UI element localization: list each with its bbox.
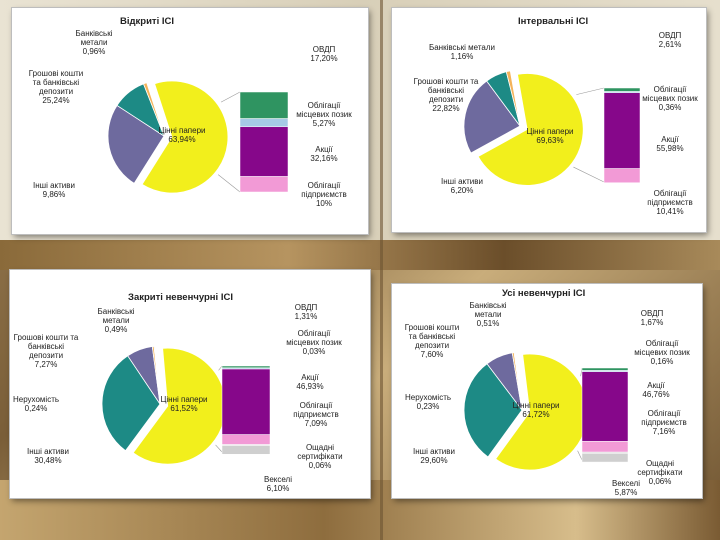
data-label-securities: Цінні папери 69,63% bbox=[526, 127, 573, 145]
connector-line bbox=[218, 365, 223, 371]
data-label-metals: Банківські метали 0,96% bbox=[76, 29, 113, 56]
pie-slice-cash_deposits bbox=[463, 80, 521, 154]
bar-segment-ovdp bbox=[603, 87, 641, 92]
data-label-cash_deposits: Грошові кошти та банківські депозити 7,27% bbox=[14, 333, 79, 369]
data-label-other: Інші активи 29,60% bbox=[413, 447, 455, 465]
data-label-other: Інші активи 30,48% bbox=[27, 447, 69, 465]
data-label-bills: Векселі 5,87% bbox=[612, 479, 640, 497]
data-label-metals: Банківські метали 0,49% bbox=[98, 307, 135, 334]
pie-of-bar-chart: Усі невенчурні ІСІ Цінні папери 61,72% Інші… bbox=[405, 288, 690, 497]
data-label-shares: Акції 55,98% bbox=[656, 135, 683, 153]
data-label-corporate: Облігації підприємств 7,09% bbox=[293, 401, 339, 428]
pie-of-bar-chart: Інтервальні ІСІ Цінні папери 69,63% Грошові… bbox=[414, 16, 699, 216]
data-label-other: Інші активи 9,86% bbox=[33, 181, 75, 199]
pie-slice-securities bbox=[477, 73, 584, 186]
data-label-metals: Банківські метали 1,16% bbox=[429, 43, 495, 61]
data-label-cash_deposits: Грошові кошти та банківські депозити 25,24% bbox=[29, 69, 84, 105]
pie-slice-cash_deposits bbox=[107, 104, 165, 184]
bar-segment-shares bbox=[221, 368, 271, 435]
data-label-cash_deposits: Грошові кошти та банківські депозити 7,60% bbox=[405, 323, 460, 359]
data-label-cash_deposits: Грошові кошти та банківські депозити 22,82% bbox=[414, 77, 479, 113]
bar-segment-corporate bbox=[221, 434, 271, 445]
pie-of-bar-chart: Відкриті ІСІ Цінні папери 63,94% Грошові ко… bbox=[29, 16, 352, 208]
connector-line bbox=[577, 450, 583, 461]
pie-slice-metals bbox=[142, 82, 165, 137]
chart-title: Закриті невенчурні ІСІ bbox=[128, 292, 233, 303]
data-label-securities: Цінні папери 61,72% bbox=[512, 401, 559, 419]
chart-panel-all-funds: Усі невенчурні ІСІ Цінні папери 61,72% Інші… bbox=[392, 284, 702, 498]
bar-segment-shares bbox=[581, 371, 629, 442]
chart-title: Відкриті ІСІ bbox=[120, 16, 174, 27]
bar-segment-municipal bbox=[239, 118, 289, 128]
bar-segment-bills bbox=[581, 453, 629, 463]
data-label-securities: Цінні папери 63,94% bbox=[158, 126, 205, 144]
chart-title: Усі невенчурні ІСІ bbox=[502, 288, 585, 299]
pie-slice-other bbox=[463, 363, 523, 458]
data-label-municipal: Облігації місцевих позик 0,36% bbox=[642, 85, 698, 112]
bar-segment-corporate bbox=[603, 168, 641, 183]
chart-panel-closed-funds: Закриті невенчурні ІСІ Цінні папери 61,52%… bbox=[10, 270, 370, 498]
bar-segment-ovdp bbox=[581, 367, 629, 371]
bar-segment-ovdp bbox=[221, 365, 271, 369]
connector-line bbox=[217, 174, 241, 193]
data-label-shares: Акції 46,93% bbox=[296, 373, 323, 391]
chart-panel-open-funds: Відкриті ІСІ Цінні папери 63,94% Грошові ко… bbox=[12, 8, 368, 234]
data-label-metals: Банківські метали 0,51% bbox=[470, 301, 507, 328]
data-label-shares: Акції 46,76% bbox=[642, 381, 669, 399]
pie-slice-realty bbox=[153, 345, 161, 405]
data-label-other: Інші активи 6,20% bbox=[441, 177, 483, 195]
data-label-municipal: Облігації місцевих позик 0,16% bbox=[634, 339, 690, 366]
pie-slice-metals bbox=[505, 70, 521, 127]
connector-line bbox=[220, 91, 241, 103]
data-label-ovdp: ОВДП 2,61% bbox=[659, 31, 682, 49]
data-label-realty: Нерухомість 0,24% bbox=[13, 395, 59, 413]
data-label-corporate: Облігації підприємств 10,41% bbox=[647, 189, 693, 216]
data-label-bills: Векселі 6,10% bbox=[264, 475, 292, 493]
data-label-ovdp: ОВДП 1,31% bbox=[295, 303, 318, 321]
data-label-municipal: Облігації місцевих позик 0,03% bbox=[286, 329, 342, 356]
data-label-corporate: Облігації підприємств 10% bbox=[301, 181, 347, 208]
data-label-ovdp: ОВДП 17,20% bbox=[310, 45, 337, 63]
bar-segment-bills bbox=[221, 445, 271, 455]
bar-segment-shares bbox=[239, 126, 289, 177]
connector-line bbox=[215, 444, 223, 453]
pie-slice-realty bbox=[513, 351, 523, 411]
data-label-certificates: Ощадні сертифікати 0,06% bbox=[297, 443, 342, 470]
data-label-municipal: Облігації місцевих позик 5,27% bbox=[296, 101, 352, 128]
data-label-certificates: Ощадні сертифікати 0,06% bbox=[637, 459, 682, 486]
bar-segment-ovdp bbox=[239, 91, 289, 119]
background-coins-strip bbox=[0, 240, 720, 270]
data-label-realty: Нерухомість 0,23% bbox=[405, 393, 451, 411]
data-label-securities: Цінні папери 61,52% bbox=[160, 395, 207, 413]
pie-slice-securities bbox=[141, 80, 229, 194]
chart-panel-interval-funds: Інтервальні ІСІ Цінні папери 69,63% Грошові… bbox=[392, 8, 706, 232]
background-divider bbox=[380, 0, 383, 540]
bar-segment-shares bbox=[603, 92, 641, 169]
data-label-ovdp: ОВДП 1,67% bbox=[641, 309, 664, 327]
connector-line bbox=[576, 87, 605, 95]
chart-title: Інтервальні ІСІ bbox=[518, 16, 588, 27]
pie-slice-other bbox=[101, 355, 161, 452]
connector-line bbox=[573, 166, 605, 183]
bar-segment-corporate bbox=[581, 441, 629, 453]
bar-segment-corporate bbox=[239, 176, 289, 193]
data-label-shares: Акції 32,16% bbox=[310, 145, 337, 163]
data-label-corporate: Облігації підприємств 7,16% bbox=[641, 409, 687, 436]
pie-of-bar-chart: Закриті невенчурні ІСІ Цінні папери 61,52%… bbox=[13, 292, 343, 493]
